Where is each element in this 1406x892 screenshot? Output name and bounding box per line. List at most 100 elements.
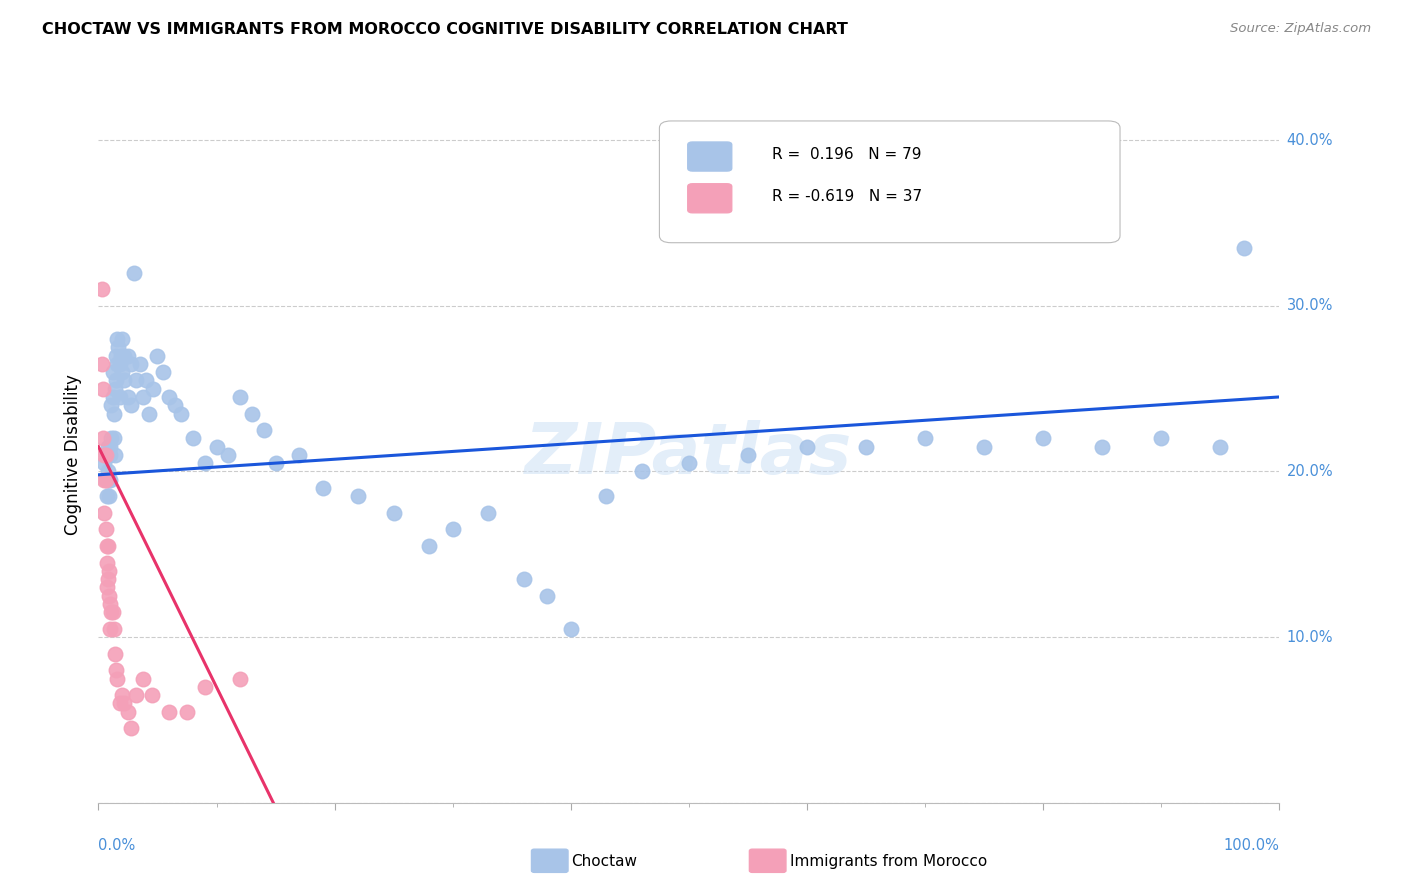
Point	[97, 572, 120, 586]
Text: Source: ZipAtlas.com: Source: ZipAtlas.com	[1230, 22, 1371, 36]
Point	[194, 680, 217, 694]
Point	[112, 697, 135, 711]
Point	[1032, 431, 1054, 445]
Point	[973, 440, 995, 454]
Point	[98, 597, 121, 611]
Point	[418, 539, 440, 553]
Point	[128, 357, 150, 371]
Point	[125, 373, 148, 387]
Text: 20.0%: 20.0%	[1286, 464, 1333, 479]
Point	[105, 357, 128, 371]
Point	[111, 688, 134, 702]
Text: Immigrants from Morocco: Immigrants from Morocco	[790, 855, 987, 869]
Y-axis label: Cognitive Disability: Cognitive Disability	[65, 375, 83, 535]
Point	[512, 572, 534, 586]
Point	[157, 705, 180, 719]
Text: R =  0.196   N = 79: R = 0.196 N = 79	[772, 147, 921, 161]
Point	[240, 407, 263, 421]
Text: Choctaw: Choctaw	[571, 855, 637, 869]
Text: 10.0%: 10.0%	[1286, 630, 1333, 645]
Point	[288, 448, 311, 462]
Point	[229, 390, 252, 404]
Point	[97, 465, 120, 479]
Point	[121, 721, 143, 735]
FancyBboxPatch shape	[688, 142, 731, 171]
Point	[205, 440, 228, 454]
Text: ZIPatlas: ZIPatlas	[526, 420, 852, 490]
Point	[157, 390, 180, 404]
Point	[96, 556, 118, 570]
Point	[100, 431, 122, 445]
Point	[737, 448, 759, 462]
Point	[132, 390, 155, 404]
Point	[138, 407, 160, 421]
Point	[125, 688, 148, 702]
Point	[141, 688, 163, 702]
Point	[91, 357, 114, 371]
Point	[94, 448, 117, 462]
Point	[170, 407, 193, 421]
Point	[98, 564, 121, 578]
Point	[142, 382, 165, 396]
Point	[347, 489, 370, 503]
Point	[121, 398, 143, 412]
Point	[103, 431, 125, 445]
Point	[105, 663, 128, 677]
Point	[108, 357, 131, 371]
Point	[229, 672, 252, 686]
Point	[914, 431, 936, 445]
Point	[91, 282, 114, 296]
Point	[91, 431, 114, 445]
Point	[264, 456, 287, 470]
Point	[94, 473, 117, 487]
Text: 40.0%: 40.0%	[1286, 133, 1333, 148]
Point	[855, 440, 877, 454]
Point	[101, 390, 124, 404]
Point	[96, 473, 118, 487]
Point	[630, 465, 652, 479]
Point	[117, 349, 139, 363]
Point	[796, 440, 818, 454]
Point	[253, 423, 276, 437]
Point	[96, 539, 118, 553]
Point	[194, 456, 217, 470]
Point	[536, 589, 558, 603]
Point	[93, 473, 115, 487]
Point	[93, 506, 115, 520]
Point	[477, 506, 499, 520]
Point	[135, 373, 157, 387]
Point	[101, 365, 124, 379]
Point	[97, 440, 120, 454]
Point	[117, 390, 139, 404]
Point	[105, 672, 128, 686]
Point	[108, 390, 131, 404]
Text: CHOCTAW VS IMMIGRANTS FROM MOROCCO COGNITIVE DISABILITY CORRELATION CHART: CHOCTAW VS IMMIGRANTS FROM MOROCCO COGNI…	[42, 22, 848, 37]
Point	[98, 473, 121, 487]
Point	[176, 705, 198, 719]
Point	[93, 448, 115, 462]
Point	[97, 448, 120, 462]
FancyBboxPatch shape	[688, 184, 731, 213]
Point	[112, 373, 135, 387]
Point	[104, 647, 127, 661]
Point	[94, 448, 117, 462]
Point	[97, 539, 120, 553]
Text: R = -0.619   N = 37: R = -0.619 N = 37	[772, 188, 922, 203]
Point	[678, 456, 700, 470]
Point	[181, 431, 204, 445]
Point	[441, 523, 464, 537]
Point	[165, 398, 187, 412]
Point	[1233, 241, 1256, 255]
Point	[111, 365, 134, 379]
Point	[98, 622, 121, 636]
Point	[98, 448, 121, 462]
Point	[103, 407, 125, 421]
Point	[595, 489, 617, 503]
Point	[101, 605, 124, 619]
Point	[132, 672, 155, 686]
Point	[152, 365, 174, 379]
Point	[110, 349, 132, 363]
Text: 100.0%: 100.0%	[1223, 838, 1279, 854]
Point	[104, 448, 127, 462]
Point	[103, 622, 125, 636]
